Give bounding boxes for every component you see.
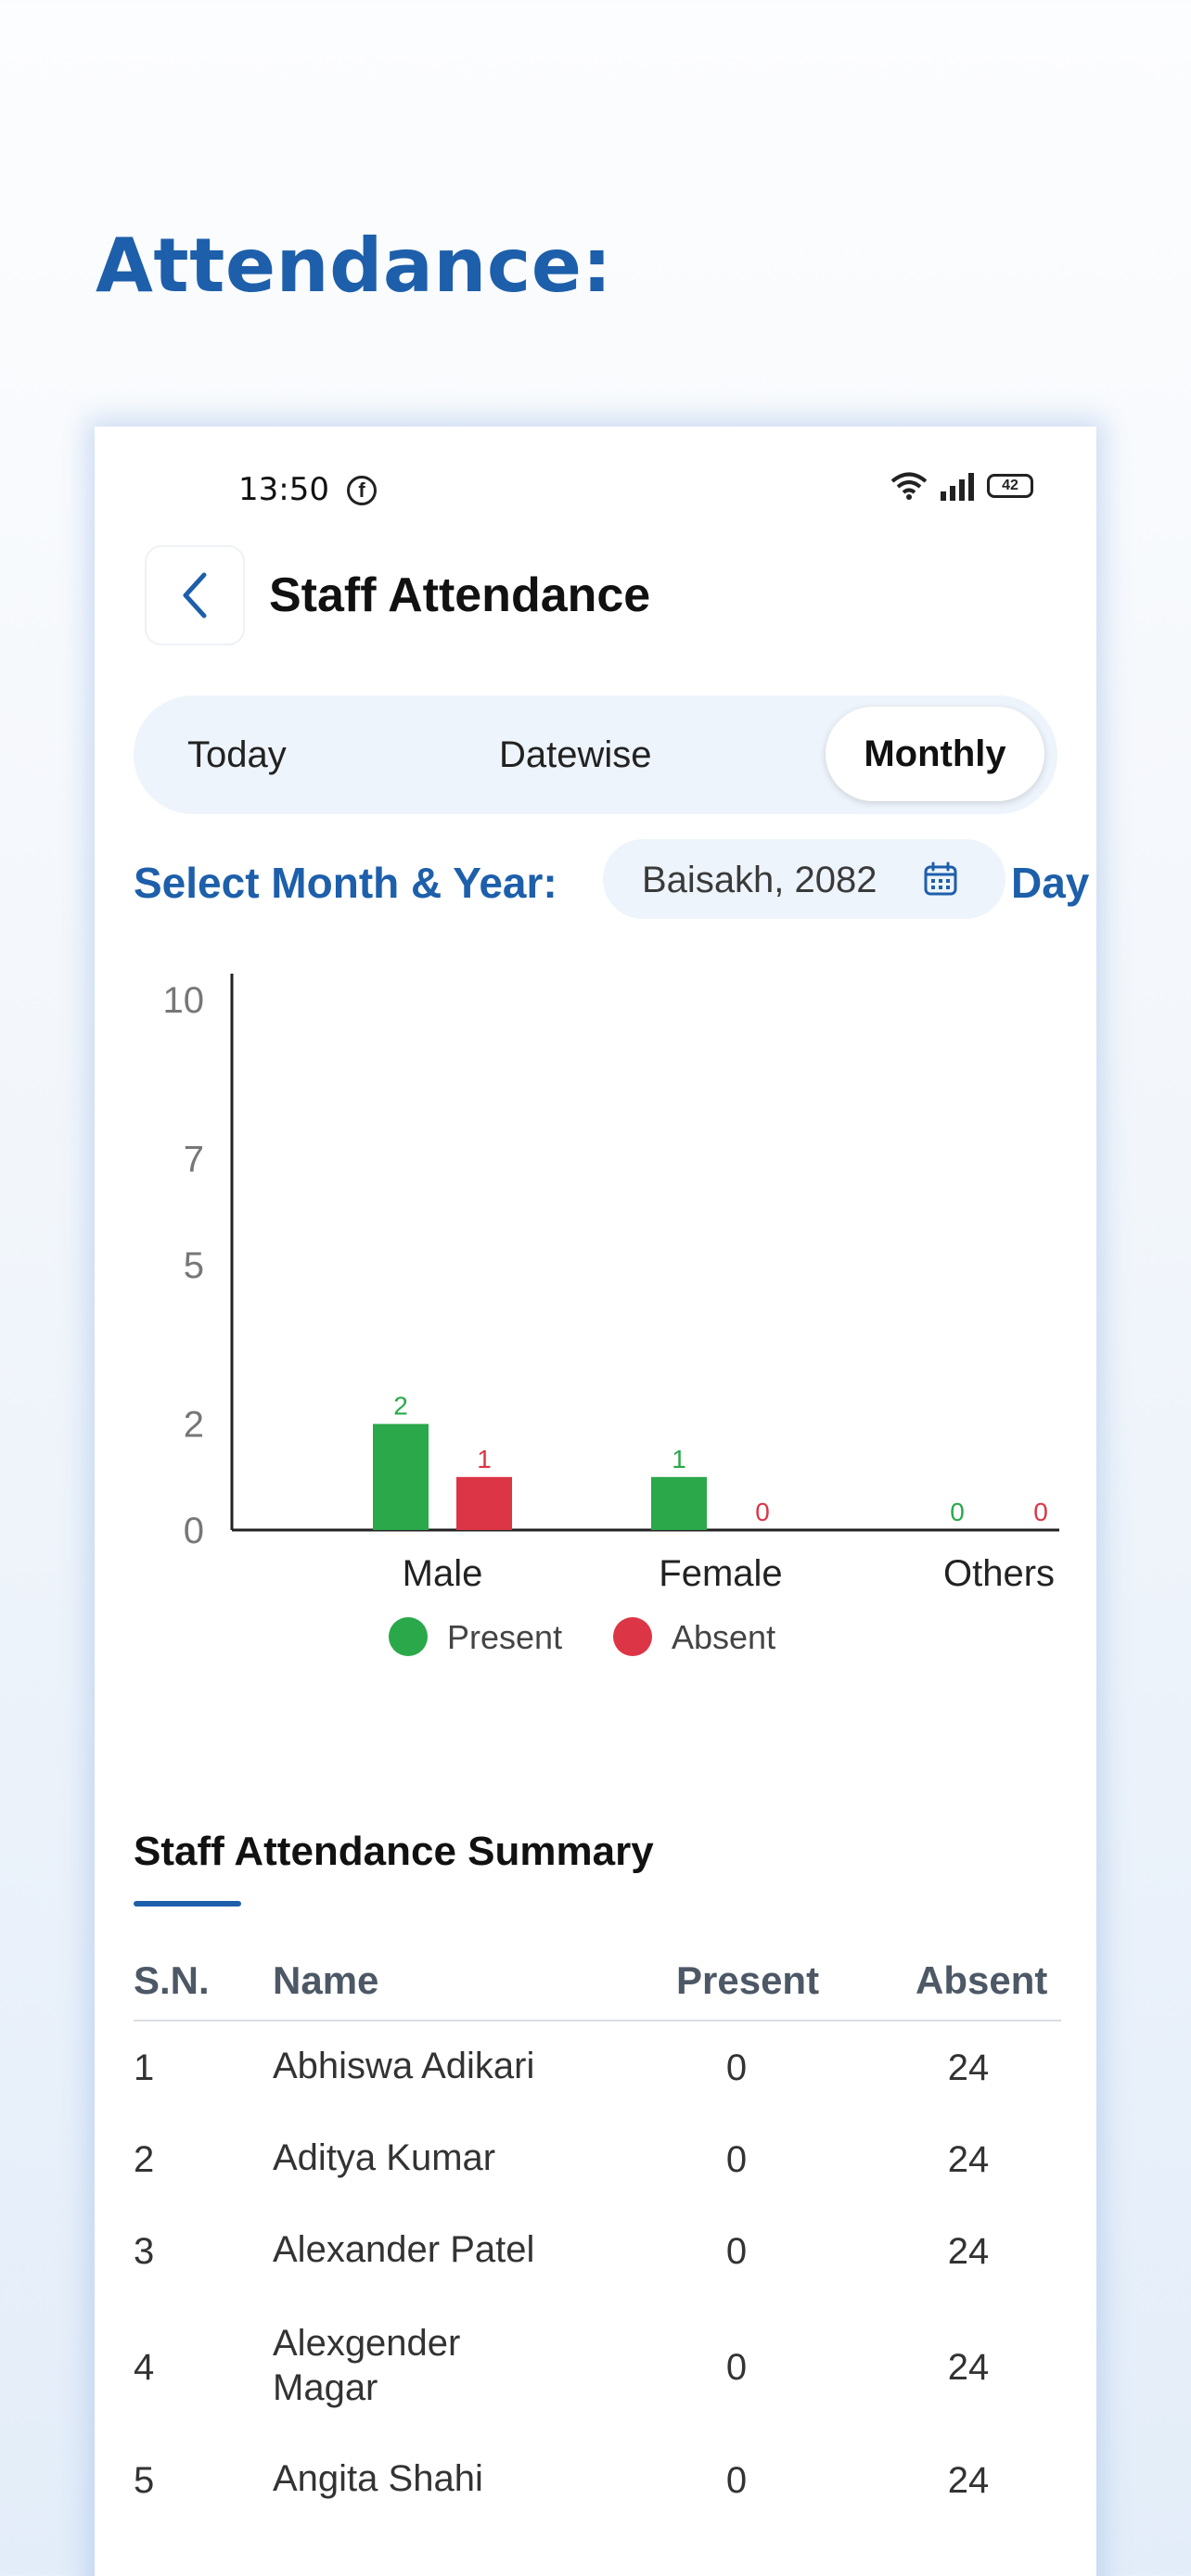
row-present: 0 bbox=[725, 2139, 748, 2180]
status-icons: 42 bbox=[890, 471, 1033, 501]
row-absent: 24 bbox=[947, 2231, 990, 2272]
row-present: 0 bbox=[725, 2347, 748, 2388]
col-name: Name bbox=[273, 1958, 379, 2002]
legend-label-absent: Absent bbox=[672, 1618, 775, 1656]
row-present: 0 bbox=[725, 2231, 748, 2272]
page-title: Staff Attendance bbox=[269, 568, 651, 622]
bar-present-male bbox=[373, 1423, 429, 1530]
row-name: Aditya Kumar bbox=[273, 2137, 496, 2178]
row-present: 0 bbox=[725, 2460, 748, 2501]
col-absent: Absent bbox=[916, 1958, 1048, 2002]
row-name: Alexgender Magar bbox=[273, 2323, 461, 2408]
data-label: 0 bbox=[755, 1498, 770, 1526]
col-sn: S.N. bbox=[134, 1958, 210, 2002]
calendar-icon bbox=[924, 861, 957, 896]
tab-datewise[interactable]: Datewise bbox=[499, 734, 652, 775]
legend-marker-present bbox=[389, 1617, 428, 1656]
month-filter-row: Select Month & Year: Baisakh, 2082 Day bbox=[134, 839, 1096, 923]
facebook-notification-icon: f bbox=[347, 476, 377, 505]
page-headline: Attendance: bbox=[96, 223, 612, 309]
bar-absent-male bbox=[456, 1476, 512, 1530]
table-row[interactable]: 5 Angita Shahi 0 24 bbox=[134, 2434, 1061, 2526]
row-absent: 24 bbox=[947, 2139, 990, 2180]
y-tick-label: 7 bbox=[184, 1140, 204, 1180]
row-name: Angita Shahi bbox=[273, 2458, 483, 2499]
row-sn: 2 bbox=[134, 2139, 155, 2180]
period-tabs: Today Datewise Monthly bbox=[134, 695, 1057, 814]
y-tick-label: 10 bbox=[163, 980, 205, 1021]
summary-table: S.N. Name Present Absent 1 Abhiswa Adika… bbox=[134, 1938, 1061, 2526]
status-time: 13:50 bbox=[238, 471, 329, 508]
data-label: 0 bbox=[950, 1498, 965, 1526]
tab-monthly[interactable]: Monthly bbox=[826, 707, 1044, 801]
chevron-left-icon bbox=[183, 572, 207, 618]
tab-today[interactable]: Today bbox=[187, 734, 287, 775]
table-row[interactable]: 4 Alexgender Magar 0 24 bbox=[134, 2297, 1061, 2434]
summary-title-underline bbox=[134, 1901, 241, 1906]
bar-present-female bbox=[651, 1476, 707, 1530]
y-tick-label: 2 bbox=[184, 1405, 204, 1446]
select-month-label: Select Month & Year: bbox=[134, 859, 557, 907]
row-name: Alexander Patel bbox=[273, 2229, 535, 2270]
row-present: 0 bbox=[725, 2047, 748, 2088]
x-tick-label: Male bbox=[403, 1553, 483, 1594]
row-sn: 4 bbox=[134, 2347, 155, 2388]
month-year-picker[interactable]: Baisakh, 2082 bbox=[603, 839, 1005, 919]
selected-month-year: Baisakh, 2082 bbox=[642, 860, 877, 900]
row-absent: 24 bbox=[947, 2460, 990, 2501]
data-label: 1 bbox=[672, 1445, 686, 1473]
row-absent: 24 bbox=[947, 2347, 990, 2388]
period-mode-label: Day bbox=[1011, 859, 1090, 907]
row-sn: 5 bbox=[134, 2460, 155, 2501]
row-absent: 24 bbox=[947, 2047, 990, 2088]
table-row[interactable]: 3 Alexander Patel 0 24 bbox=[134, 2205, 1061, 2297]
table-row[interactable]: 1 Abhiswa Adikari 0 24 bbox=[134, 2021, 1061, 2113]
row-sn: 1 bbox=[134, 2047, 155, 2088]
data-label: 0 bbox=[1033, 1498, 1048, 1526]
col-present: Present bbox=[676, 1958, 820, 2002]
period-mode-dropdown[interactable]: Day bbox=[1011, 858, 1096, 908]
legend-label-present: Present bbox=[447, 1618, 562, 1656]
legend-marker-absent bbox=[613, 1617, 652, 1656]
row-name: Abhiswa Adikari bbox=[273, 2046, 535, 2086]
data-label: 1 bbox=[477, 1445, 492, 1473]
back-button[interactable] bbox=[145, 545, 245, 645]
x-tick-label: Others bbox=[943, 1553, 1055, 1594]
y-tick-label: 5 bbox=[184, 1245, 204, 1286]
wifi-icon bbox=[890, 472, 928, 500]
table-row[interactable]: 2 Aditya Kumar 0 24 bbox=[134, 2113, 1061, 2205]
signal-icon bbox=[941, 473, 974, 501]
y-tick-label: 0 bbox=[184, 1511, 204, 1551]
status-bar: 13:50 f 42 bbox=[95, 427, 1096, 556]
data-label: 2 bbox=[393, 1392, 408, 1421]
x-tick-label: Female bbox=[659, 1553, 782, 1594]
phone-screen: 13:50 f 42 Staff Attendance bbox=[95, 427, 1096, 2576]
summary-title: Staff Attendance Summary bbox=[134, 1829, 654, 1874]
table-header: S.N. Name Present Absent bbox=[134, 1938, 1061, 2021]
battery-icon: 42 bbox=[987, 474, 1033, 498]
row-sn: 3 bbox=[134, 2231, 155, 2272]
app-bar: Staff Attendance bbox=[145, 545, 650, 645]
